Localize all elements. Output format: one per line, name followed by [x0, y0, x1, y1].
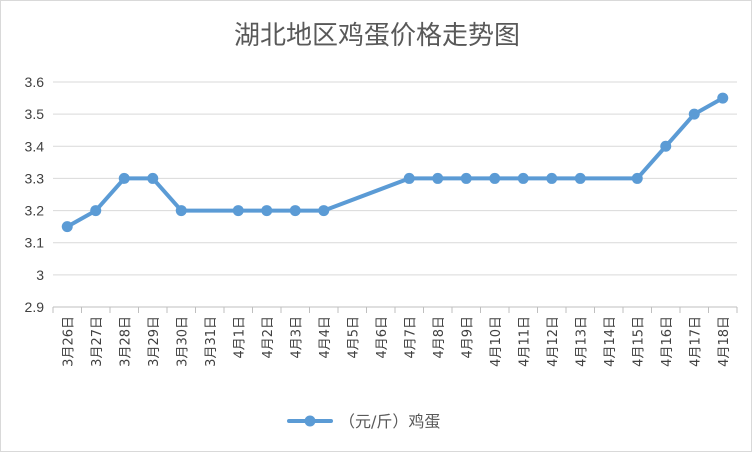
y-tick-label: 3.5	[25, 106, 45, 122]
data-point	[147, 172, 159, 184]
data-point	[517, 172, 529, 184]
y-tick-label: 3.3	[25, 170, 45, 186]
x-tick-label: 4月17日	[688, 316, 703, 367]
y-tick-label: 3.6	[25, 74, 45, 90]
y-tick-label: 3.1	[25, 235, 45, 251]
x-axis: 3月26日 3月27日 3月28日 3月29日 3月30日 3月31日 4月1日 4月2日 4月…	[52, 306, 738, 367]
y-tick-label: 3	[36, 267, 44, 283]
data-point	[631, 172, 643, 184]
data-point	[546, 172, 558, 184]
series-line	[65, 96, 725, 229]
data-point	[660, 140, 672, 152]
data-point	[289, 205, 301, 217]
y-tick-label: 2.9	[25, 299, 45, 315]
x-tick-label: 4月13日	[574, 316, 589, 367]
x-tick-label: 4月10日	[489, 316, 504, 367]
data-point	[261, 205, 273, 217]
y-axis-ticks: 2.9 3 3.1 3.2 3.3 3.4 3.5 3.6	[25, 74, 45, 315]
data-point	[318, 205, 330, 217]
data-point	[90, 205, 102, 217]
x-tick-label: 4月14日	[603, 316, 618, 367]
data-point	[403, 172, 415, 184]
data-point	[118, 172, 130, 184]
x-tick-label: 4月5日	[346, 316, 361, 359]
x-tick-label: 4月8日	[432, 316, 447, 359]
legend-label: （元/斤）鸡蛋	[339, 412, 440, 431]
y-tick-label: 3.4	[25, 138, 45, 154]
x-tick-label: 3月27日	[90, 316, 105, 367]
gridlines	[53, 81, 737, 276]
x-tick-label: 4月16日	[660, 316, 675, 367]
legend: （元/斤）鸡蛋	[287, 412, 440, 431]
x-tick-label: 4月1日	[232, 316, 247, 359]
x-tick-label: 4月9日	[460, 316, 475, 359]
series-layer	[61, 92, 729, 233]
x-tick-label: 4月18日	[717, 316, 732, 367]
data-point	[688, 108, 700, 120]
x-tick-label: 4月2日	[261, 316, 276, 359]
x-tick-label: 4月12日	[546, 316, 561, 367]
data-point	[432, 172, 444, 184]
x-tick-label: 3月29日	[147, 316, 162, 367]
data-point	[460, 172, 472, 184]
chart-title: 湖北地区鸡蛋价格走势图	[234, 21, 520, 51]
x-tick-label: 4月7日	[403, 316, 418, 359]
x-tick-label: 4月3日	[289, 316, 304, 359]
x-tick-label: 3月30日	[175, 316, 190, 367]
data-point	[232, 205, 244, 217]
x-tick-label: 3月31日	[204, 316, 219, 367]
x-tick-label: 3月26日	[61, 316, 76, 367]
x-tick-label: 4月15日	[631, 316, 646, 367]
data-point	[574, 172, 586, 184]
x-tick-label: 4月6日	[375, 316, 390, 359]
x-tick-label: 3月28日	[118, 316, 133, 367]
data-point	[175, 205, 187, 217]
data-point	[489, 172, 501, 184]
data-point	[61, 221, 73, 233]
x-tick-label: 4月4日	[318, 316, 333, 359]
y-tick-label: 3.2	[25, 203, 45, 219]
data-point	[717, 92, 729, 104]
x-tick-label: 4月11日	[517, 316, 532, 367]
legend-marker-icon	[304, 415, 316, 427]
